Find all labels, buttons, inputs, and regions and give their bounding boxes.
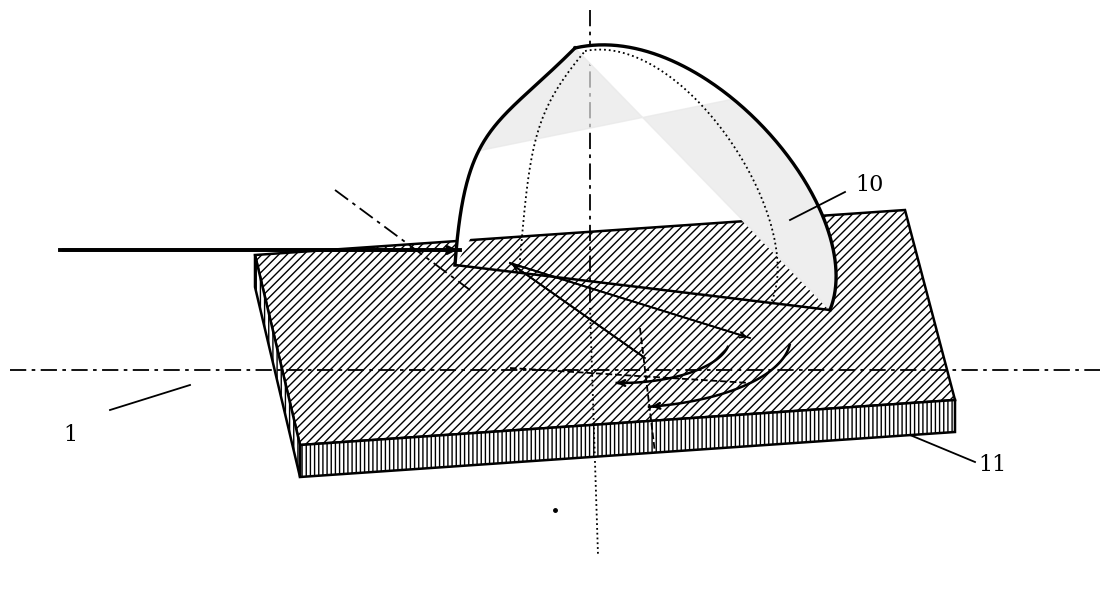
Polygon shape (254, 210, 955, 445)
Text: 11: 11 (978, 454, 1007, 476)
Text: 1: 1 (62, 424, 77, 446)
Polygon shape (455, 45, 836, 310)
Polygon shape (479, 48, 836, 310)
Polygon shape (254, 255, 300, 477)
Text: 10: 10 (855, 174, 884, 196)
Polygon shape (300, 400, 955, 477)
